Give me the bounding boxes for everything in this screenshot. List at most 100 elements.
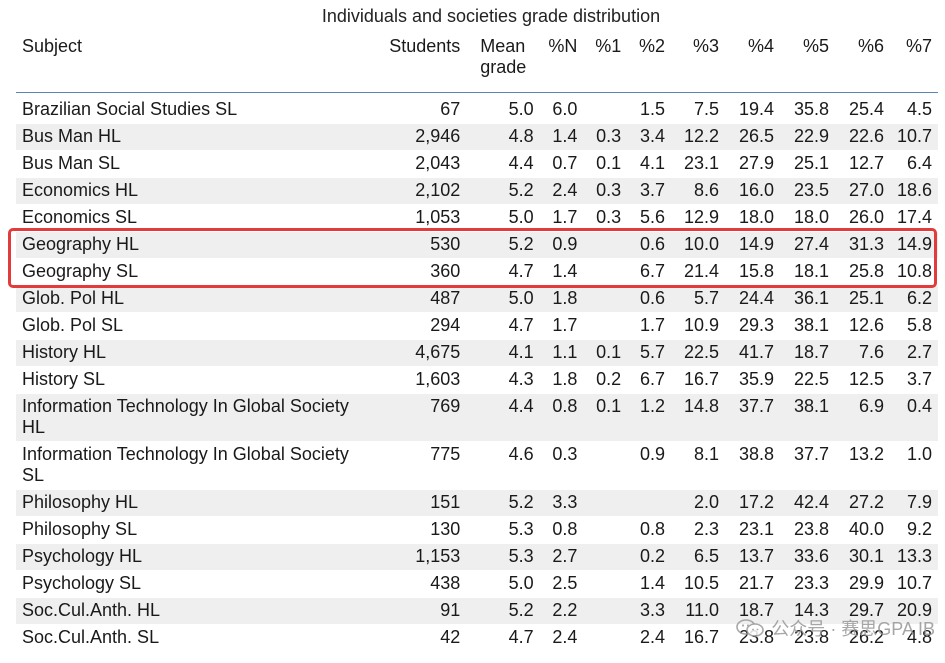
cell-pct-n: 1.7 bbox=[539, 312, 584, 340]
cell-pct-n: 2.4 bbox=[539, 624, 584, 652]
cell-pct-3: 12.9 bbox=[671, 204, 725, 232]
cell-pct-5: 37.7 bbox=[779, 441, 835, 490]
cell-pct-3: 7.5 bbox=[671, 92, 725, 124]
cell-pct-3: 2.0 bbox=[671, 489, 725, 517]
table-row: Philosophy SL 130 5.3 0.8 0.8 2.3 23.1 23.8 40.0… bbox=[16, 516, 938, 544]
cell-pct-7: 2.7 bbox=[889, 339, 938, 367]
cell-pct-4: 38.8 bbox=[724, 441, 780, 490]
cell-pct-2: 3.3 bbox=[627, 597, 671, 625]
cell-pct-n: 1.8 bbox=[539, 285, 584, 313]
cell-pct-2: 1.7 bbox=[627, 312, 671, 340]
cell-pct-6: 25.1 bbox=[834, 285, 890, 313]
cell-pct-4: 24.4 bbox=[724, 285, 780, 313]
cell-pct-5: 14.3 bbox=[779, 597, 835, 625]
header-pct-1: %1 bbox=[583, 36, 628, 93]
table-row: Geography SL 360 4.7 1.4 6.7 21.4 15.8 18.1 25.8… bbox=[16, 258, 938, 286]
table-row: Philosophy HL 151 5.2 3.3 2.0 17.2 42.4 27.2 7.9 bbox=[16, 489, 938, 517]
cell-subject: Bus Man SL bbox=[16, 150, 365, 178]
cell-mean-grade: 5.0 bbox=[466, 570, 540, 598]
cell-pct-2: 6.7 bbox=[627, 258, 671, 286]
cell-students: 2,946 bbox=[364, 123, 467, 151]
cell-mean-grade: 4.4 bbox=[466, 393, 540, 442]
cell-pct-7: 4.5 bbox=[889, 92, 938, 124]
header-pct-4: %4 bbox=[724, 36, 780, 93]
cell-pct-7: 1.0 bbox=[889, 441, 938, 490]
table-row: Bus Man HL 2,946 4.8 1.4 0.3 3.4 12.2 26.5 22.9 2… bbox=[16, 123, 938, 151]
cell-pct-2 bbox=[627, 489, 671, 517]
cell-pct-7: 10.7 bbox=[889, 123, 938, 151]
header-mean-grade: Mean grade bbox=[466, 36, 540, 93]
cell-students: 2,102 bbox=[364, 177, 467, 205]
cell-mean-grade: 4.7 bbox=[466, 258, 540, 286]
cell-pct-n: 0.8 bbox=[539, 516, 584, 544]
cell-pct-7: 7.9 bbox=[889, 489, 938, 517]
cell-pct-6: 25.8 bbox=[834, 258, 890, 286]
cell-students: 530 bbox=[364, 231, 467, 259]
cell-subject: Glob. Pol SL bbox=[16, 312, 365, 340]
cell-pct-2: 6.7 bbox=[627, 366, 671, 394]
cell-pct-3: 8.6 bbox=[671, 177, 725, 205]
cell-mean-grade: 5.2 bbox=[466, 177, 540, 205]
cell-pct-3: 14.8 bbox=[671, 393, 725, 442]
cell-pct-6: 30.1 bbox=[834, 543, 890, 571]
cell-pct-1 bbox=[583, 624, 628, 652]
cell-pct-2: 2.4 bbox=[627, 624, 671, 652]
cell-pct-4: 18.0 bbox=[724, 204, 780, 232]
cell-pct-6: 31.3 bbox=[834, 231, 890, 259]
header-row: Subject Students Mean grade %N %1 %2 %3 … bbox=[16, 36, 938, 93]
cell-subject: Soc.Cul.Anth. HL bbox=[16, 597, 365, 625]
cell-pct-1: 0.1 bbox=[583, 150, 628, 178]
cell-pct-3: 10.0 bbox=[671, 231, 725, 259]
cell-pct-n: 2.4 bbox=[539, 177, 584, 205]
cell-subject: Soc.Cul.Anth. SL bbox=[16, 624, 365, 652]
cell-pct-5: 18.1 bbox=[779, 258, 835, 286]
cell-pct-4: 23.1 bbox=[724, 516, 780, 544]
cell-pct-3: 22.5 bbox=[671, 339, 725, 367]
header-pct-5: %5 bbox=[779, 36, 835, 93]
cell-mean-grade: 4.7 bbox=[466, 624, 540, 652]
cell-pct-6: 40.0 bbox=[834, 516, 890, 544]
table-row: History SL 1,603 4.3 1.8 0.2 6.7 16.7 35.9 22.5 1… bbox=[16, 366, 938, 394]
cell-students: 360 bbox=[364, 258, 467, 286]
cell-pct-6: 25.4 bbox=[834, 92, 890, 124]
cell-pct-5: 23.5 bbox=[779, 177, 835, 205]
cell-pct-5: 23.8 bbox=[779, 624, 835, 652]
cell-pct-5: 27.4 bbox=[779, 231, 835, 259]
cell-subject: Geography SL bbox=[16, 258, 365, 286]
cell-subject: Psychology HL bbox=[16, 543, 365, 571]
cell-pct-3: 10.5 bbox=[671, 570, 725, 598]
cell-subject: Brazilian Social Studies SL bbox=[16, 92, 365, 124]
table-row: Soc.Cul.Anth. HL 91 5.2 2.2 3.3 11.0 18.7 14.3 2… bbox=[16, 597, 938, 625]
cell-students: 151 bbox=[364, 489, 467, 517]
cell-pct-6: 12.6 bbox=[834, 312, 890, 340]
cell-pct-7: 17.4 bbox=[889, 204, 938, 232]
cell-pct-2: 3.7 bbox=[627, 177, 671, 205]
cell-pct-7: 13.3 bbox=[889, 543, 938, 571]
cell-students: 42 bbox=[364, 624, 467, 652]
cell-pct-5: 25.1 bbox=[779, 150, 835, 178]
cell-pct-1 bbox=[583, 231, 628, 259]
cell-pct-5: 22.5 bbox=[779, 366, 835, 394]
cell-subject: Information Technology In Global Society… bbox=[16, 393, 365, 442]
cell-pct-6: 27.0 bbox=[834, 177, 890, 205]
cell-pct-4: 23.8 bbox=[724, 624, 780, 652]
cell-pct-4: 17.2 bbox=[724, 489, 780, 517]
cell-pct-2: 4.1 bbox=[627, 150, 671, 178]
cell-pct-2: 0.9 bbox=[627, 441, 671, 490]
cell-pct-n: 0.7 bbox=[539, 150, 584, 178]
cell-pct-5: 33.6 bbox=[779, 543, 835, 571]
table-row: Glob. Pol HL 487 5.0 1.8 0.6 5.7 24.4 36.1 25.1 6… bbox=[16, 285, 938, 313]
cell-mean-grade: 5.3 bbox=[466, 516, 540, 544]
cell-pct-2: 1.4 bbox=[627, 570, 671, 598]
cell-students: 91 bbox=[364, 597, 467, 625]
cell-pct-n: 0.9 bbox=[539, 231, 584, 259]
cell-subject: Glob. Pol HL bbox=[16, 285, 365, 313]
cell-pct-4: 29.3 bbox=[724, 312, 780, 340]
cell-students: 769 bbox=[364, 393, 467, 442]
cell-pct-7: 14.9 bbox=[889, 231, 938, 259]
cell-pct-n: 6.0 bbox=[539, 92, 584, 124]
cell-pct-n: 2.2 bbox=[539, 597, 584, 625]
table-row: Glob. Pol SL 294 4.7 1.7 1.7 10.9 29.3 38.1 12.6… bbox=[16, 312, 938, 340]
cell-pct-n: 0.8 bbox=[539, 393, 584, 442]
cell-pct-2: 0.6 bbox=[627, 231, 671, 259]
